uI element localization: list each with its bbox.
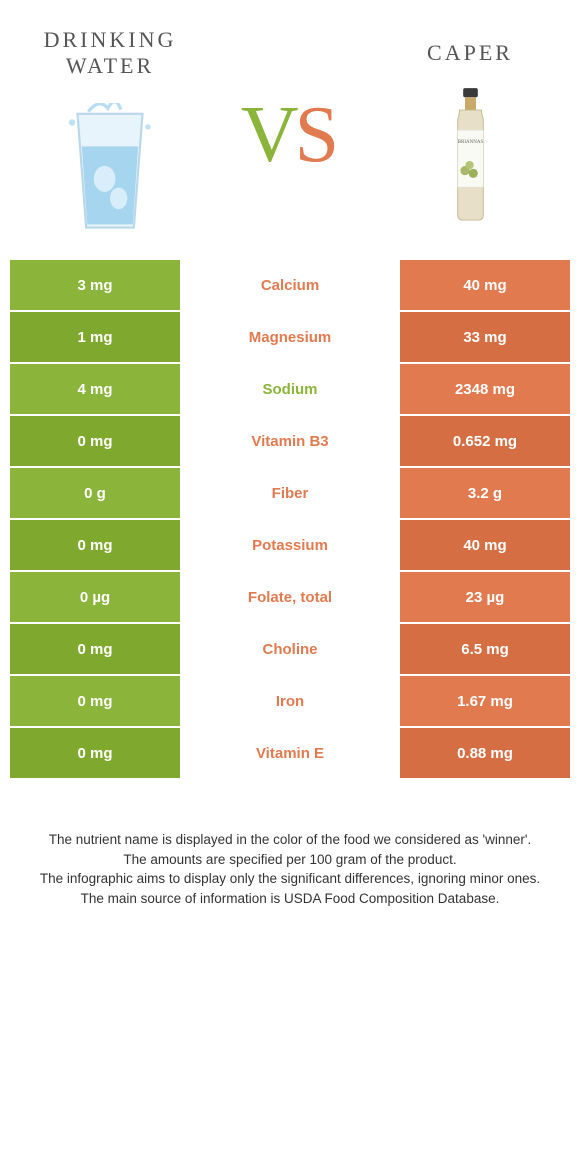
- left-value: 0 µg: [10, 572, 180, 622]
- right-value: 23 µg: [400, 572, 570, 622]
- header: Drinking water VS Caper: [10, 0, 570, 260]
- footer-notes: The nutrient name is displayed in the co…: [10, 780, 570, 928]
- left-title: Drinking water: [10, 27, 210, 78]
- left-image: [40, 93, 180, 243]
- table-row: 0 mgPotassium40 mg: [10, 520, 570, 572]
- left-value: 0 mg: [10, 520, 180, 570]
- left-value: 0 mg: [10, 416, 180, 466]
- bottle-icon: BRIANNAS: [443, 85, 498, 225]
- nutrient-name: Iron: [180, 676, 400, 726]
- table-row: 3 mgCalcium40 mg: [10, 260, 570, 312]
- table-row: 0 µgFolate, total23 µg: [10, 572, 570, 624]
- nutrient-name: Fiber: [180, 468, 400, 518]
- right-image: BRIANNAS: [400, 80, 540, 230]
- table-row: 0 mgVitamin E0.88 mg: [10, 728, 570, 780]
- comparison-infographic: Drinking water VS Caper: [10, 0, 570, 958]
- water-glass-icon: [55, 103, 165, 233]
- footer-line: The nutrient name is displayed in the co…: [30, 830, 550, 850]
- table-row: 1 mgMagnesium33 mg: [10, 312, 570, 364]
- table-row: 0 mgIron1.67 mg: [10, 676, 570, 728]
- right-value: 1.67 mg: [400, 676, 570, 726]
- footer-line: The amounts are specified per 100 gram o…: [30, 850, 550, 870]
- left-value: 0 g: [10, 468, 180, 518]
- right-value: 6.5 mg: [400, 624, 570, 674]
- left-value: 1 mg: [10, 312, 180, 362]
- svg-text:BRIANNAS: BRIANNAS: [457, 139, 483, 145]
- right-value: 2348 mg: [400, 364, 570, 414]
- nutrient-name: Folate, total: [180, 572, 400, 622]
- right-value: 0.88 mg: [400, 728, 570, 778]
- right-value: 0.652 mg: [400, 416, 570, 466]
- right-value: 40 mg: [400, 520, 570, 570]
- left-value: 0 mg: [10, 728, 180, 778]
- vs-left-letter: V: [241, 90, 299, 181]
- table-row: 4 mgSodium2348 mg: [10, 364, 570, 416]
- table-row: 0 mgVitamin B30.652 mg: [10, 416, 570, 468]
- table-row: 0 mgCholine6.5 mg: [10, 624, 570, 676]
- footer-line: The infographic aims to display only the…: [30, 869, 550, 889]
- right-value: 3.2 g: [400, 468, 570, 518]
- left-value: 3 mg: [10, 260, 180, 310]
- nutrient-name: Potassium: [180, 520, 400, 570]
- footer-line: The main source of information is USDA F…: [30, 889, 550, 909]
- left-column-header: Drinking water: [20, 27, 200, 243]
- nutrient-name: Magnesium: [180, 312, 400, 362]
- nutrient-name: Calcium: [180, 260, 400, 310]
- left-value: 4 mg: [10, 364, 180, 414]
- right-value: 33 mg: [400, 312, 570, 362]
- right-title: Caper: [380, 40, 560, 65]
- table-row: 0 gFiber3.2 g: [10, 468, 570, 520]
- left-value: 0 mg: [10, 676, 180, 726]
- nutrient-name: Vitamin E: [180, 728, 400, 778]
- nutrient-name: Sodium: [180, 364, 400, 414]
- left-value: 0 mg: [10, 624, 180, 674]
- nutrient-table: 3 mgCalcium40 mg1 mgMagnesium33 mg4 mgSo…: [10, 260, 570, 780]
- nutrient-name: Choline: [180, 624, 400, 674]
- right-column-header: Caper BRIANNAS: [380, 40, 560, 230]
- right-value: 40 mg: [400, 260, 570, 310]
- vs-label: VS: [241, 90, 339, 181]
- vs-right-letter: S: [295, 90, 340, 181]
- nutrient-name: Vitamin B3: [180, 416, 400, 466]
